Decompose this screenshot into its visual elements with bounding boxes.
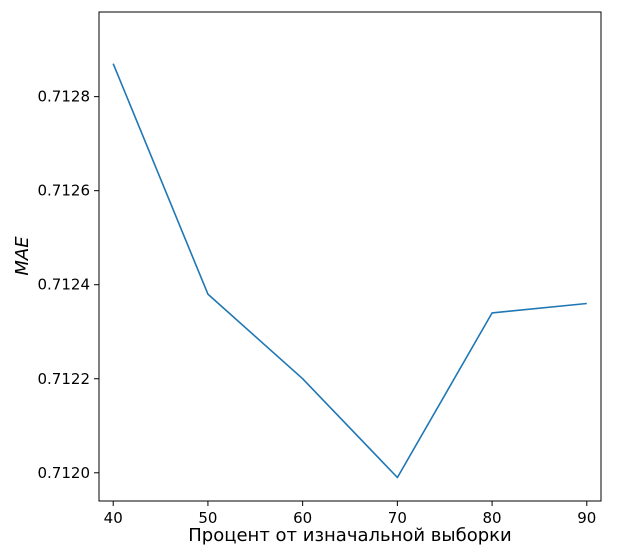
plot-frame [98, 11, 602, 502]
y-tick-label: 0.7128 [38, 88, 91, 106]
x-tick-label: 60 [293, 509, 312, 527]
y-tick-label: 0.7120 [38, 464, 91, 482]
x-tick-label: 50 [198, 509, 217, 527]
x-axis-label: Процент от изначальной выборки [188, 525, 511, 546]
y-axis-label: MAE [12, 236, 33, 276]
y-axis: 0.7120 0.7122 0.7124 0.7126 0.7128 [38, 88, 99, 482]
y-tick-label: 0.7122 [38, 370, 91, 388]
y-tick-label: 0.7124 [38, 276, 91, 294]
x-tick-label: 70 [388, 509, 407, 527]
x-axis: 40 50 60 70 80 90 [104, 501, 596, 527]
x-tick-label: 80 [483, 509, 502, 527]
x-tick-label: 90 [577, 509, 596, 527]
x-tick-label: 40 [104, 509, 123, 527]
y-tick-label: 0.7126 [38, 182, 91, 200]
series-line [112, 63, 587, 479]
